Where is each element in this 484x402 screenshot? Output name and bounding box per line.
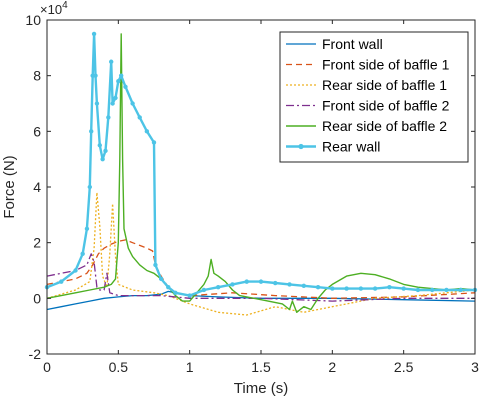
y-tick-label: 4 [33,179,41,195]
series-5-point [73,268,78,273]
series-5-point [109,59,114,64]
series-5-point [216,285,221,290]
series-5-point [444,287,449,293]
y-exponent-base: ×10 [40,2,62,17]
series-layer [44,31,478,316]
series-5-point [137,115,142,120]
y-tick-label: -2 [29,346,42,362]
series-5-point [130,101,135,106]
legend-label: Front side of baffle 1 [322,57,450,73]
y-tick-label: 10 [25,12,41,28]
series-5-point [110,101,115,106]
series-5-point [151,140,157,145]
series-3-line [46,253,475,302]
legend-box [279,31,469,163]
series-5-point [401,286,406,291]
series-5-point [87,184,93,190]
y-tick-label: 6 [33,123,41,139]
legend-marker [298,143,304,150]
series-5-point [458,287,463,293]
series-5-point [415,287,421,293]
legend-label: Rear wall [322,139,380,155]
legend: Front wall Front side of baffle 1 Rear sid… [279,31,469,163]
series-5-point [230,282,235,287]
y-exponent-power: 4 [62,0,68,11]
series-5-point [273,280,278,286]
series-5-point [59,279,64,284]
series-5-point [301,283,306,289]
series-5-point [103,148,108,154]
series-2-line [46,191,476,316]
series-5-point [80,251,85,256]
series-5-point [113,95,118,101]
series-5-point [93,73,98,78]
series-5-point [123,84,128,90]
x-tick-label: 1 [186,359,194,375]
series-5-point [100,156,105,162]
series-5-point [153,262,158,268]
series-5-point [387,285,392,290]
x-tick-label: 0.5 [109,359,129,375]
series-5-point [94,101,100,106]
series-5-point [344,286,349,291]
legend-label: Rear side of baffle 1 [322,77,447,93]
series-5-point [244,279,249,284]
series-5-point [97,143,102,148]
series-5-point [158,276,164,282]
series-5-point [89,129,94,134]
series-5-point [287,282,292,287]
y-exponent-label: ×104 [40,0,68,17]
legend-label: Front wall [322,36,383,52]
y-tick-label: 8 [33,68,41,84]
y-tick-label: 0 [33,290,41,306]
series-5-point [144,129,150,134]
legend-label: Front side of baffle 2 [322,98,450,114]
series-5-point [118,73,124,78]
series-5-point [201,287,207,293]
x-tick-label: 1.5 [251,359,271,375]
series-5-point [173,290,178,295]
x-tick-label: 3 [471,359,479,375]
series-5-point [187,293,192,298]
x-tick-label: 2.5 [394,359,414,375]
series-5-point [430,287,435,293]
x-tick-label: 2 [328,359,336,375]
series-4-line [46,33,476,313]
series-5-point [315,285,321,290]
series-5-point [106,115,111,120]
series-5-point [358,286,364,291]
series-5-point [84,226,90,231]
x-axis-label: Time (s) [234,380,288,397]
series-5-point [166,285,171,290]
legend-label: Rear side of baffle 2 [322,118,447,134]
series-5-point [91,31,97,37]
series-5-point [372,286,378,291]
series-5-point [116,79,121,84]
series-5-point [330,286,335,291]
series-5-line [46,32,475,297]
y-axis-label: Force (N) [1,155,18,218]
series-5-point [258,279,264,284]
y-tick-label: 2 [33,235,41,251]
x-tick-label: 0 [43,359,51,375]
legend-items: Front wall Front side of baffle 1 Rear sid… [286,36,450,155]
